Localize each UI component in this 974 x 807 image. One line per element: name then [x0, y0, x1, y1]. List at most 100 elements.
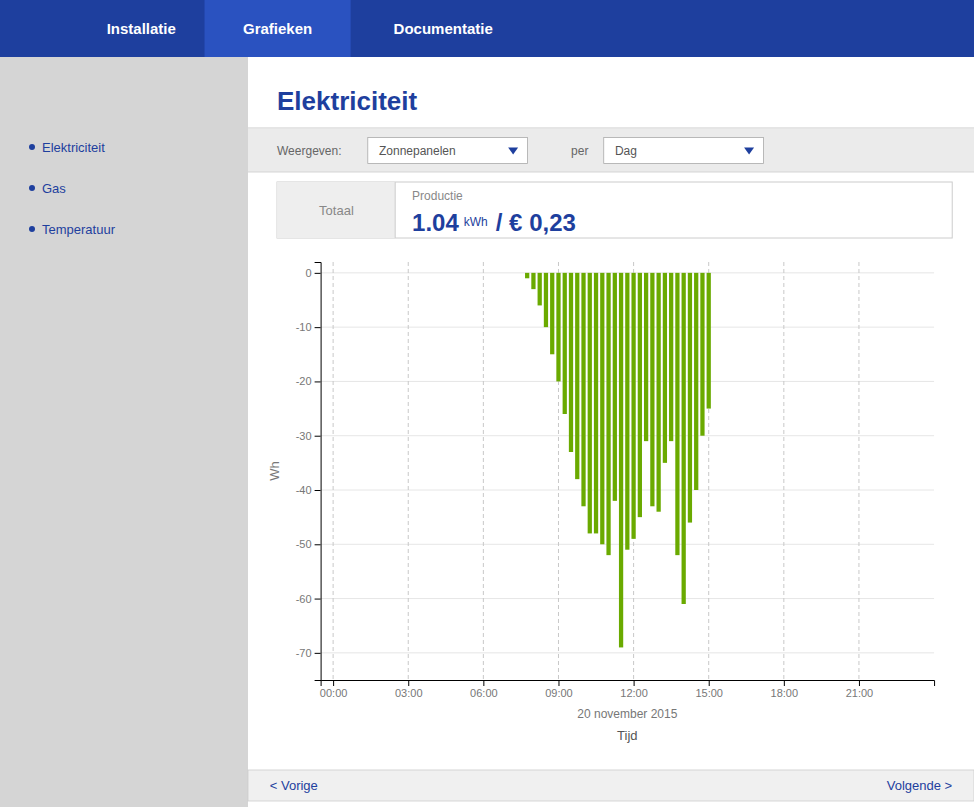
y-tick-label: -20: [296, 375, 312, 387]
options-label: Weergeven:: [277, 144, 341, 158]
y-tick-mark: [315, 327, 321, 328]
y-tick-label: -70: [296, 647, 312, 659]
y-tick: -50: [296, 538, 321, 550]
bar: [619, 273, 623, 648]
bar: [563, 273, 567, 414]
x-tick-label: 03:00: [395, 687, 423, 699]
total-box: [277, 182, 952, 238]
y-tick-label: -40: [296, 484, 312, 496]
x-tick: 09:00: [545, 680, 573, 699]
bar: [650, 273, 654, 506]
y-axis-line: [315, 263, 322, 681]
title: Elektriciteit: [277, 86, 418, 116]
sidebar-bullet: [29, 144, 35, 150]
x-tick: 21:00: [846, 680, 874, 699]
kwh-unit: kWh: [464, 215, 488, 229]
bar: [594, 273, 598, 534]
total-box-label-area: [277, 182, 395, 238]
x-tick-label: 18:00: [771, 687, 799, 699]
x-tick: 18:00: [771, 680, 799, 699]
dropdown[interactable]: Dag: [604, 138, 764, 164]
dropdown-box[interactable]: [604, 138, 764, 164]
dropdown-arrow[interactable]: [744, 148, 754, 155]
bar: [544, 273, 548, 327]
y-tick-label: -30: [296, 430, 312, 442]
dropdown-arrow[interactable]: [508, 148, 518, 155]
x-tick-label: 09:00: [545, 687, 573, 699]
nav-previous[interactable]: < Vorige: [270, 778, 318, 793]
x-axis-line: [321, 681, 934, 687]
bar: [569, 273, 573, 452]
x-tick: 00:00: [320, 680, 348, 699]
grid: [321, 262, 934, 680]
x-tick-label: 21:00: [846, 687, 874, 699]
grid-line-x: [858, 262, 859, 680]
y-tick-mark: [315, 599, 321, 600]
bar: [700, 273, 704, 436]
bar: [613, 273, 617, 501]
bar: [581, 273, 585, 506]
y-axis: 0 -10 -20 -30 -40 -50 -60 -70: [296, 263, 321, 681]
divider: [395, 182, 396, 238]
x-tick-mark: [333, 680, 334, 686]
header: [0, 0, 974, 57]
bar: [531, 273, 535, 289]
date-label: 20 november 2015: [577, 707, 677, 721]
header-tab[interactable]: Documentatie: [394, 20, 493, 37]
y-tick: -40: [296, 484, 321, 496]
divider: [248, 172, 974, 173]
bar: [675, 273, 679, 555]
sidebar: [0, 57, 248, 807]
page: Installatie Grafieken Documentatie Elektric…: [0, 0, 974, 807]
bar: [638, 273, 642, 517]
plot-background: [321, 262, 934, 680]
total-label: Totaal: [319, 203, 354, 218]
x-tick-mark: [558, 680, 559, 686]
nav-next[interactable]: Volgende >: [887, 778, 952, 793]
y-tick: 0: [305, 267, 320, 279]
options-label: per: [571, 144, 588, 158]
dropdown-box[interactable]: [368, 138, 528, 164]
euro-value: / € 0,23: [496, 209, 576, 236]
sidebar-item[interactable]: Gas: [42, 181, 66, 196]
grid-line-x: [483, 262, 484, 680]
dropdown[interactable]: Zonnepanelen: [368, 138, 528, 164]
grid-line-x: [408, 262, 409, 680]
dropdown-text[interactable]: Zonnepanelen: [379, 144, 456, 158]
bar: [644, 273, 648, 441]
y-tick-mark: [315, 436, 321, 437]
x-tick-label: 12:00: [620, 687, 648, 699]
y-tick: -60: [296, 593, 321, 605]
y-tick-mark: [315, 490, 321, 491]
active-tab[interactable]: [205, 0, 351, 57]
y-tick: -10: [296, 321, 321, 333]
bar: [707, 273, 711, 409]
header-tab[interactable]: Installatie: [107, 20, 176, 37]
x-axis-title: Tijd: [617, 728, 637, 743]
y-axis-title: Wh: [267, 461, 282, 481]
y-tick-label: -10: [296, 321, 312, 333]
sidebar-item[interactable]: Elektriciteit: [42, 140, 105, 155]
bar: [538, 273, 542, 306]
sidebar-item[interactable]: Temperatuur: [42, 222, 116, 237]
grid-line-y: [321, 652, 934, 653]
total-values: 1.04kWh/ € 0,23: [412, 209, 576, 236]
header-tab[interactable]: Grafieken: [243, 20, 312, 37]
x-tick-mark: [709, 680, 710, 686]
bars: [525, 273, 711, 648]
x-tick: 06:00: [470, 680, 498, 699]
bar: [631, 273, 635, 539]
y-tick: -70: [296, 647, 321, 659]
bar: [694, 273, 698, 490]
dropdown-text[interactable]: Dag: [615, 144, 637, 158]
grid-line-y: [321, 598, 934, 599]
sidebar-bullet: [29, 185, 35, 191]
x-tick-label: 00:00: [320, 687, 348, 699]
y-tick-mark: [315, 273, 321, 274]
bar: [657, 273, 661, 512]
bar: [588, 273, 592, 534]
page-background: [0, 0, 974, 807]
y-tick-mark: [315, 653, 321, 654]
bar: [663, 273, 667, 463]
bar: [625, 273, 629, 550]
